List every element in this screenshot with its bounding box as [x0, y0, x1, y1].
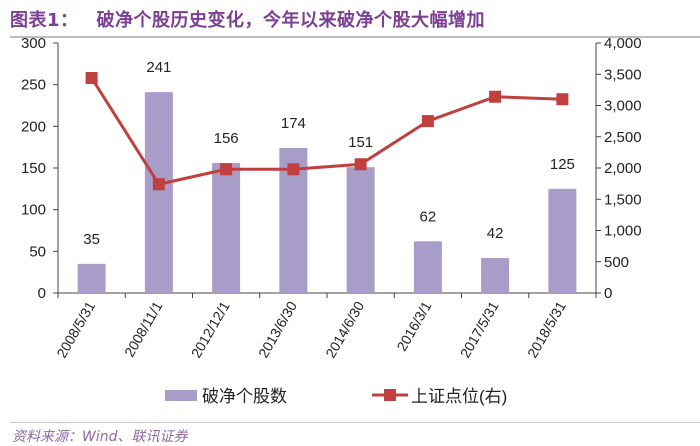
x-tick-label: 2013/6/30: [255, 298, 300, 360]
y-right-tick-label: 3,000: [604, 98, 642, 115]
bar: [212, 163, 241, 293]
source-note: 资料来源：Wind、联讯证券: [12, 429, 188, 445]
bar: [77, 263, 106, 293]
x-tick-label: 2012/12/1: [188, 298, 233, 360]
bar: [144, 92, 173, 294]
bar-data-label: 174: [281, 115, 306, 132]
legend-marker-line: [384, 389, 396, 401]
bar-data-label: 156: [214, 130, 239, 147]
bar: [346, 167, 375, 293]
bar: [481, 258, 510, 293]
y-left-tick-label: 300: [21, 35, 46, 52]
line-marker: [85, 72, 98, 84]
legend-label-bars: 破净个股数: [202, 387, 287, 406]
y-right-tick-label: 2,000: [604, 160, 642, 177]
x-tick-label: 2017/5/31: [457, 298, 502, 360]
y-right-tick-label: 3,500: [604, 66, 642, 83]
bar: [413, 241, 442, 293]
line-marker: [287, 163, 300, 176]
x-tick-label: 2014/6/30: [322, 298, 367, 360]
line-marker: [152, 178, 165, 191]
y-right-tick-label: 0: [604, 285, 612, 302]
line-marker: [556, 93, 569, 106]
bar-data-label: 125: [550, 156, 575, 173]
x-tick-label: 2008/11/1: [121, 298, 166, 359]
y-left-tick-label: 150: [21, 160, 46, 177]
y-left-tick-label: 50: [29, 243, 46, 260]
y-right-tick-label: 500: [604, 254, 629, 271]
bar-data-label: 241: [146, 59, 171, 76]
bar-data-label: 151: [348, 134, 373, 151]
y-left-tick-label: 0: [38, 285, 46, 302]
line-series: [90, 77, 563, 186]
line-marker: [354, 158, 367, 171]
bar-data-label: 42: [487, 225, 504, 242]
y-left-tick-label: 100: [21, 202, 46, 219]
y-right-tick-label: 1,000: [604, 223, 642, 240]
y-right-tick-label: 1,500: [604, 191, 642, 208]
y-left-tick-label: 200: [21, 118, 46, 135]
figure-label: 图表1：: [10, 10, 79, 31]
line-marker: [489, 90, 502, 103]
legend-swatch-bars: [165, 390, 197, 401]
title-divider: [10, 36, 700, 38]
source-divider: [10, 422, 700, 423]
y-right-tick-label: 4,000: [604, 35, 642, 52]
line-marker: [220, 163, 233, 176]
x-tick-label: 2008/5/31: [53, 298, 98, 360]
bar-data-label: 62: [420, 208, 437, 225]
bar: [548, 188, 577, 293]
x-tick-label: 2018/5/31: [524, 298, 569, 360]
y-left-tick-label: 250: [21, 77, 46, 94]
figure-title: 图表1： 破净个股历史变化，今年以来破净个股大幅增加: [10, 6, 485, 32]
legend-label-line: 上证点位(右): [411, 387, 507, 406]
figure-title-text: 破净个股历史变化，今年以来破净个股大幅增加: [96, 10, 486, 31]
bar-data-label: 35: [83, 231, 100, 248]
y-right-tick-label: 2,500: [604, 129, 642, 146]
line-marker: [421, 115, 434, 128]
x-tick-label: 2016/3/1: [393, 298, 434, 353]
